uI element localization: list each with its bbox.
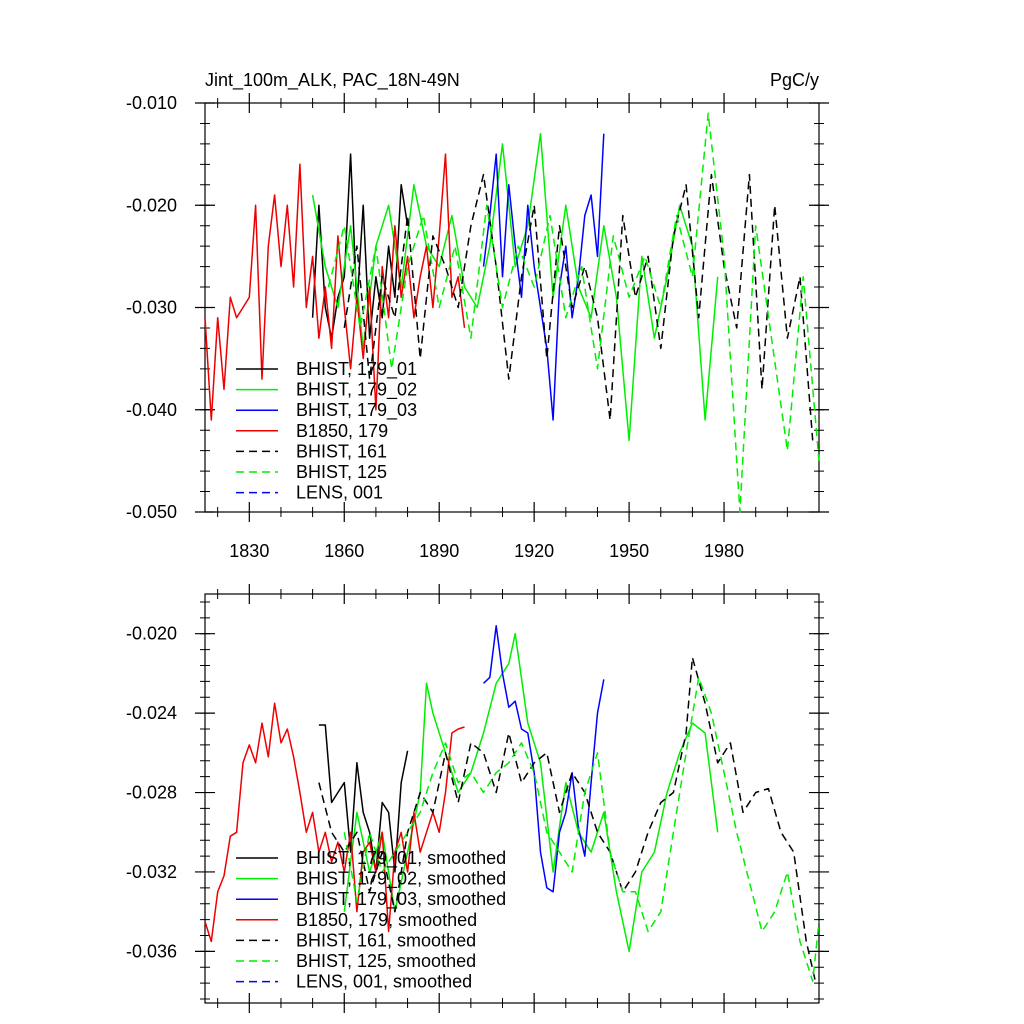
series-line-bhist-161-smoothed [318,656,817,984]
bottom-axis-ticks: -0.036 -0.032 -0.028 -0.024 -0.020 [126,584,829,1013]
series-line-bhist-179-02 [311,132,719,442]
bottom-plot-frame [204,593,820,1004]
chart-title: Jint_100m_ALK, PAC_18N-49N [205,70,460,91]
series-line-bhist-179-02-smoothed [343,632,719,953]
top-xtick-label: 1980 [704,541,744,561]
legend-label-bhist-179-03: BHIST, 179_03 [296,400,417,421]
bottom-series-lines [204,625,820,984]
legend-label-bhist-179-01: BHIST, 179_01 [296,359,417,380]
legend-label-bhist-125-smoothed: BHIST, 125, smoothed [296,951,476,971]
legend-label-bhist-161-smoothed: BHIST, 161, smoothed [296,930,476,950]
top-ytick-label: -0.040 [126,400,177,420]
series-line-bhist-125-smoothed [343,676,820,982]
series-line-bhist-179-03-smoothed [482,625,605,893]
legend-label-bhist-161: BHIST, 161 [296,441,387,461]
legend-label-lens-001: LENS, 001 [296,483,383,503]
legend-label-bhist-179-01-smoothed: BHIST, 179_01, smoothed [296,848,506,869]
legend-label-b1850-179-smoothed: B1850, 179, smoothed [296,910,477,930]
top-series-lines [204,112,820,513]
bottom-ytick-label: -0.024 [126,703,177,723]
series-line-bhist-125 [327,112,820,513]
top-xtick-label: 1920 [514,541,554,561]
top-xtick-label: 1830 [229,541,269,561]
top-axis-ticks: -0.050 -0.040 -0.030 -0.020 -0.010 1830 1860 18… [126,93,829,561]
bottom-ytick-label: -0.036 [126,941,177,961]
top-xtick-label: 1950 [609,541,649,561]
bottom-panel: -0.036 -0.032 -0.028 -0.024 -0.020 BHIST, 17… [126,584,829,1013]
top-panel: Jint_100m_ALK, PAC_18N-49N PgC/y -0.050-… [126,70,829,561]
bottom-ytick-label: -0.020 [126,624,177,644]
top-ytick-label: -0.050 [126,502,177,522]
bottom-ytick-label: -0.028 [126,783,177,803]
top-ytick-label: -0.030 [126,298,177,318]
legend-label-bhist-125: BHIST, 125 [296,462,387,482]
legend-label-lens-001-smoothed: LENS, 001, smoothed [296,972,472,992]
top-ytick-label: -0.010 [126,93,177,113]
legend-label-bhist-179-03-smoothed: BHIST, 179_03, smoothed [296,889,506,910]
legend-label-bhist-179-02: BHIST, 179_02 [296,380,417,401]
legend-label-bhist-179-02-smoothed: BHIST, 179_02, smoothed [296,869,506,890]
top-xtick-label: 1890 [419,541,459,561]
top-xtick-label: 1860 [324,541,364,561]
series-line-b1850-179 [204,153,466,421]
chart-units: PgC/y [770,70,819,90]
series-line-b1850-179-smoothed [204,702,465,943]
series-line-bhist-161 [343,173,814,441]
bottom-ytick-label: -0.032 [126,862,177,882]
legend-label-b1850-179: B1850, 179 [296,421,388,441]
top-ytick-label: -0.020 [126,195,177,215]
series-line-bhist-179-01-smoothed [318,724,409,873]
